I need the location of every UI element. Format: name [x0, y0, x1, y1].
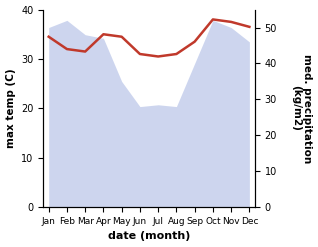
Y-axis label: max temp (C): max temp (C): [5, 69, 16, 148]
Y-axis label: med. precipitation
(kg/m2): med. precipitation (kg/m2): [291, 54, 313, 163]
X-axis label: date (month): date (month): [108, 231, 190, 242]
